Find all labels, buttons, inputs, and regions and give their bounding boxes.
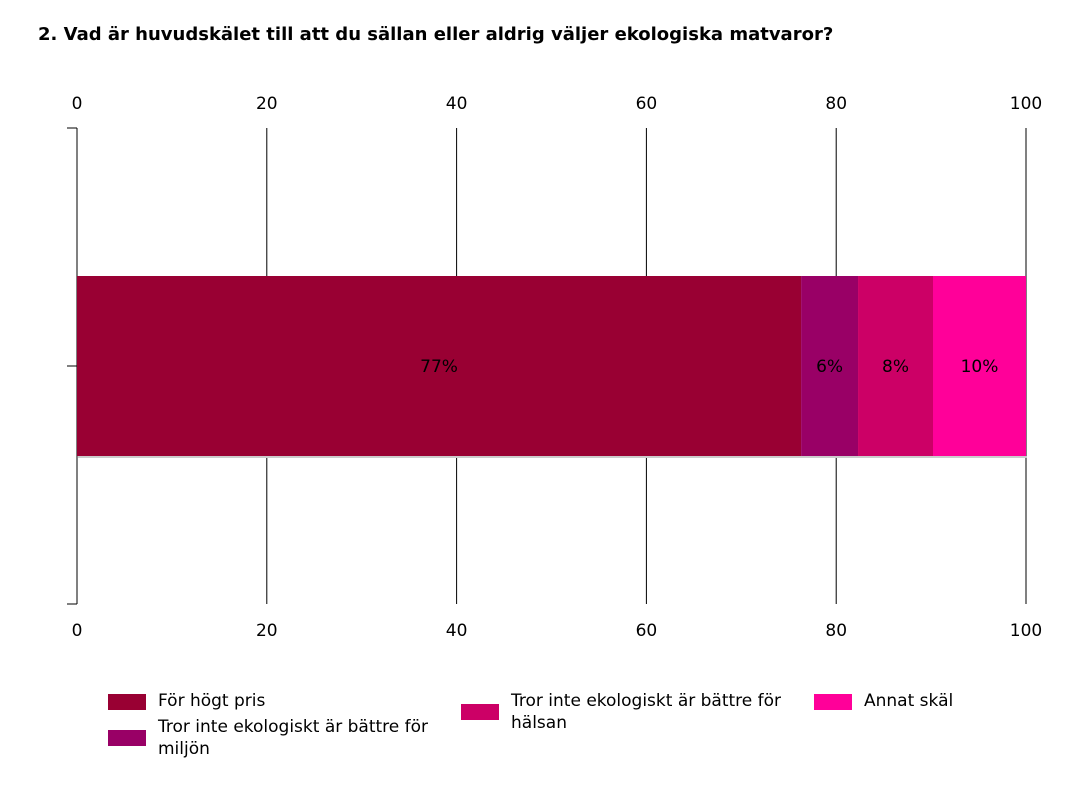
x-tick-label-bottom-2: 40 [446, 621, 468, 641]
x-tick-label-top-3: 60 [636, 94, 658, 114]
bar-segment-0 [77, 276, 802, 456]
chart-title: 2. Vad är huvudskälet till att du sällan… [38, 24, 834, 45]
x-tick-label-top-4: 80 [825, 94, 847, 114]
data-label-0: 77% [420, 357, 458, 377]
data-label-3: 10% [961, 357, 999, 377]
bar-segment-2 [858, 276, 933, 456]
x-tick-label-bottom-1: 20 [256, 621, 278, 641]
x-tick-label-top-0: 0 [72, 94, 83, 114]
x-tick-label-top-5: 100 [1010, 94, 1042, 114]
x-tick-label-bottom-3: 60 [636, 621, 658, 641]
x-tick-label-bottom-4: 80 [825, 621, 847, 641]
bar-shadow [78, 456, 1027, 458]
x-tick-label-top-1: 20 [256, 94, 278, 114]
x-tick-label-top-2: 40 [446, 94, 468, 114]
data-label-1: 6% [816, 357, 843, 377]
data-label-2: 8% [882, 357, 909, 377]
bar-segment-1 [801, 276, 859, 456]
bar-segment-3 [932, 276, 1026, 456]
x-tick-label-bottom-5: 100 [1010, 621, 1042, 641]
x-tick-label-bottom-0: 0 [72, 621, 83, 641]
